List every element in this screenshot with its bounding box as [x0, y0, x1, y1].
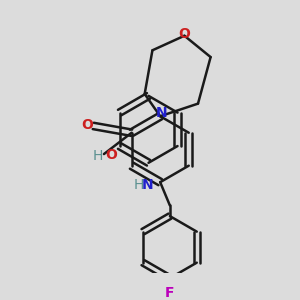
Text: H: H: [133, 178, 144, 192]
Text: N: N: [141, 178, 153, 192]
Text: N: N: [156, 106, 167, 120]
Text: O: O: [81, 118, 93, 132]
Text: F: F: [165, 286, 175, 300]
Text: O: O: [178, 27, 190, 41]
Text: H: H: [93, 148, 103, 163]
Text: O: O: [105, 148, 117, 162]
